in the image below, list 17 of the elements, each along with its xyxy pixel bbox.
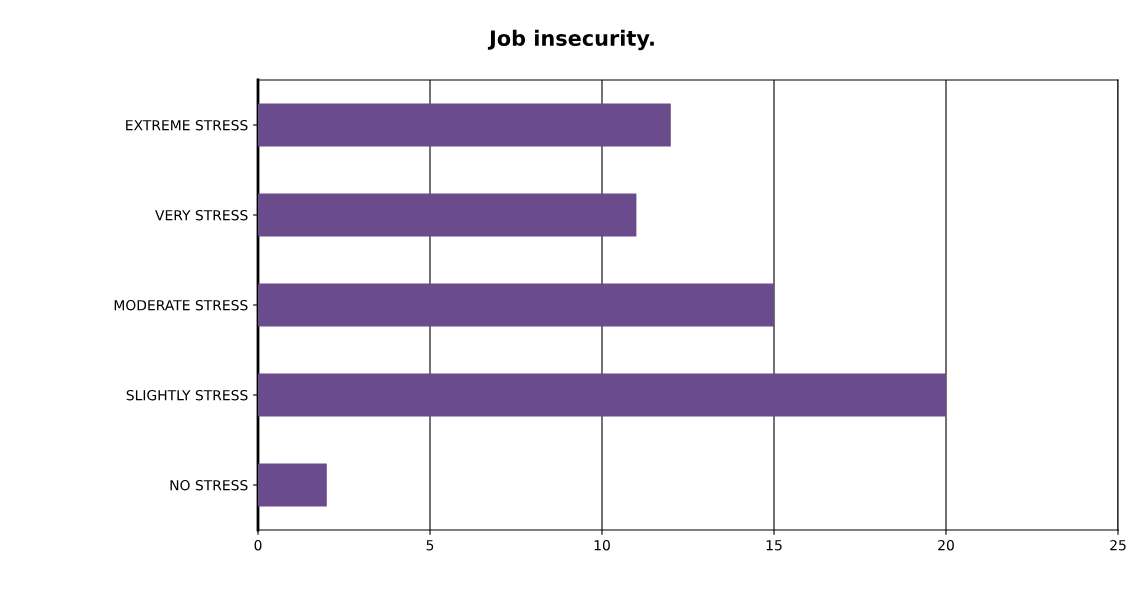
y-tick-label: NO STRESS (170, 479, 248, 491)
bar (258, 373, 946, 417)
y-tick-label: SLIGHTLY STRESS (126, 389, 248, 401)
bar (258, 283, 774, 327)
chart-title: Job insecurity. (487, 29, 654, 51)
x-tick-label: 10 (594, 539, 610, 551)
x-tick-label: 5 (426, 540, 434, 551)
y-tick-label: MODERATE STRESS (114, 299, 248, 311)
bar (258, 193, 637, 237)
y-tick-label: VERY STRESS (155, 209, 248, 221)
x-tick-label: 15 (766, 540, 782, 551)
x-tick-label: 25 (1110, 539, 1126, 551)
y-tick-label: EXTREME STRESS (126, 119, 248, 131)
bar (258, 463, 327, 507)
x-tick-label: 0 (254, 539, 262, 551)
bar (258, 103, 671, 147)
x-tick-label: 20 (938, 539, 954, 551)
